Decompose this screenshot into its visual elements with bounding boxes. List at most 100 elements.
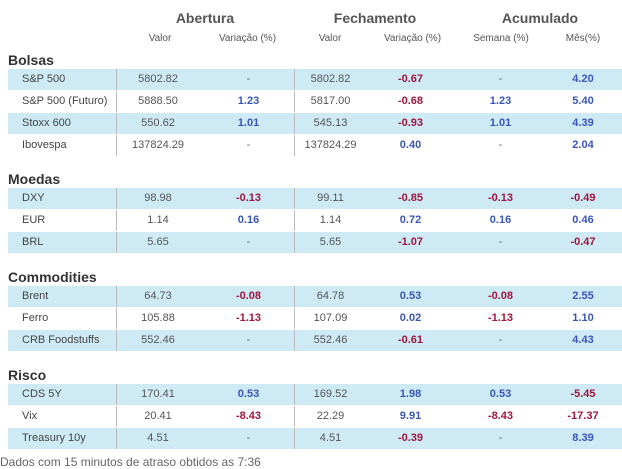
column-divider <box>116 286 117 307</box>
cell-name: Ferro <box>22 312 49 324</box>
cell-open-value: 5888.50 <box>138 95 178 107</box>
cell-open-var: -1.13 <box>235 312 262 324</box>
column-divider <box>116 135 117 156</box>
cell-name: CRB Foodstuffs <box>22 334 100 346</box>
table-row: Treasury 10y 4.51 - 4.51 -0.39 - 8.39 <box>8 428 622 449</box>
cell-month: 1.10 <box>572 312 594 324</box>
cell-name: Treasury 10y <box>22 432 86 444</box>
cell-close-value: 5802.82 <box>310 73 351 85</box>
cell-week: - <box>498 236 503 248</box>
cell-month: -0.47 <box>570 236 596 248</box>
cell-open-value: 20.41 <box>144 410 172 422</box>
column-divider <box>116 69 117 90</box>
cell-week: - <box>498 139 503 151</box>
cell-open-value: 5.65 <box>147 236 169 248</box>
column-divider <box>294 210 295 231</box>
cell-week: -0.13 <box>487 192 514 204</box>
column-divider <box>294 69 295 90</box>
column-header-close-variation: Variação (%) <box>383 33 442 44</box>
cell-open-var: - <box>246 73 251 85</box>
table-row: S&P 500 5802.82 - 5802.82 -0.67 - 4.20 <box>8 69 622 90</box>
group-header-acumulado: Acumulado <box>501 10 579 26</box>
cell-open-value: 98.98 <box>144 192 172 204</box>
cell-name: Ibovespa <box>22 139 67 151</box>
section-title: Risco <box>8 367 47 383</box>
section-title: Bolsas <box>8 52 54 68</box>
cell-open-value: 1.14 <box>147 214 169 226</box>
cell-close-var: -0.85 <box>397 192 424 204</box>
cell-open-var: - <box>246 432 251 444</box>
cell-close-var: -0.68 <box>397 95 424 107</box>
cell-month: 5.40 <box>572 95 594 107</box>
section-title: Moedas <box>8 171 61 187</box>
cell-week: 0.16 <box>489 214 512 226</box>
cell-month: 2.04 <box>572 139 594 151</box>
column-divider <box>294 428 295 449</box>
table-row: Ibovespa 137824.29 - 137824.29 0.40 - 2.04 <box>8 135 622 156</box>
cell-close-value: 5.65 <box>319 236 342 248</box>
column-divider <box>116 406 117 427</box>
column-divider <box>116 232 117 253</box>
column-divider <box>294 406 295 427</box>
column-divider <box>294 113 295 134</box>
cell-name: S&P 500 <box>22 73 66 85</box>
table-row: EUR 1.14 0.16 1.14 0.72 0.16 0.46 <box>8 210 622 231</box>
column-divider <box>116 210 117 231</box>
cell-week: 1.01 <box>489 117 512 129</box>
cell-open-var: 0.16 <box>237 214 260 226</box>
cell-name: EUR <box>22 214 46 226</box>
cell-close-var: 9.91 <box>399 410 422 422</box>
cell-close-value: 107.09 <box>313 312 348 324</box>
cell-name: CDS 5Y <box>22 388 62 400</box>
cell-close-value: 22.29 <box>316 410 345 422</box>
cell-open-value: 5802.82 <box>138 73 178 85</box>
column-divider <box>116 91 117 112</box>
cell-close-var: 0.02 <box>399 312 422 324</box>
column-divider <box>294 286 295 307</box>
cell-week: -0.08 <box>487 290 514 302</box>
cell-name: Brent <box>22 290 49 302</box>
column-divider <box>294 330 295 351</box>
cell-close-value: 1.14 <box>319 214 342 226</box>
cell-week: -1.13 <box>487 312 514 324</box>
cell-month: -5.45 <box>570 388 596 400</box>
cell-close-var: -1.07 <box>397 236 424 248</box>
cell-open-value: 170.41 <box>141 388 175 400</box>
column-header-open-variation: Variação (%) <box>218 33 277 44</box>
cell-close-value: 99.11 <box>317 192 344 204</box>
cell-close-var: 0.53 <box>399 290 422 302</box>
cell-open-value: 4.51 <box>147 432 169 444</box>
column-divider <box>294 308 295 329</box>
cell-open-value: 105.88 <box>141 312 175 324</box>
cell-close-value: 64.78 <box>316 290 345 302</box>
cell-close-var: 0.40 <box>399 139 422 151</box>
cell-open-var: -0.08 <box>235 290 262 302</box>
cell-week: -8.43 <box>487 410 514 422</box>
cell-month: 0.46 <box>572 214 594 226</box>
cell-week: - <box>498 432 503 444</box>
cell-close-value: 5817.00 <box>310 95 351 107</box>
delay-note: Dados com 15 minutos de atraso obtidos a… <box>0 455 261 469</box>
column-divider <box>116 113 117 134</box>
cell-name: Stoxx 600 <box>22 117 71 129</box>
cell-close-var: -0.39 <box>397 432 424 444</box>
cell-close-var: -0.93 <box>397 117 424 129</box>
table-row: Vix 20.41 -8.43 22.29 9.91 -8.43 -17.37 <box>8 406 622 427</box>
cell-open-var: - <box>246 334 251 346</box>
cell-month: 4.20 <box>572 73 594 85</box>
cell-month: 8.39 <box>572 432 594 444</box>
cell-close-var: -0.67 <box>397 73 424 85</box>
table-row: Stoxx 600 550.62 1.01 545.13 -0.93 1.01 4.39 <box>8 113 622 134</box>
column-divider <box>116 308 117 329</box>
cell-name: DXY <box>22 192 45 204</box>
group-header-abertura: Abertura <box>175 10 235 26</box>
cell-open-var: -8.43 <box>235 410 262 422</box>
column-divider <box>294 91 295 112</box>
group-header-fechamento: Fechamento <box>333 10 417 26</box>
table-row: S&P 500 (Futuro) 5888.50 1.23 5817.00 -0.68 1… <box>8 91 622 112</box>
cell-open-var: 0.53 <box>237 388 260 400</box>
cell-close-var: 1.98 <box>399 388 422 400</box>
column-divider <box>116 188 117 209</box>
cell-open-var: - <box>246 236 251 248</box>
cell-open-var: 1.23 <box>237 95 260 107</box>
